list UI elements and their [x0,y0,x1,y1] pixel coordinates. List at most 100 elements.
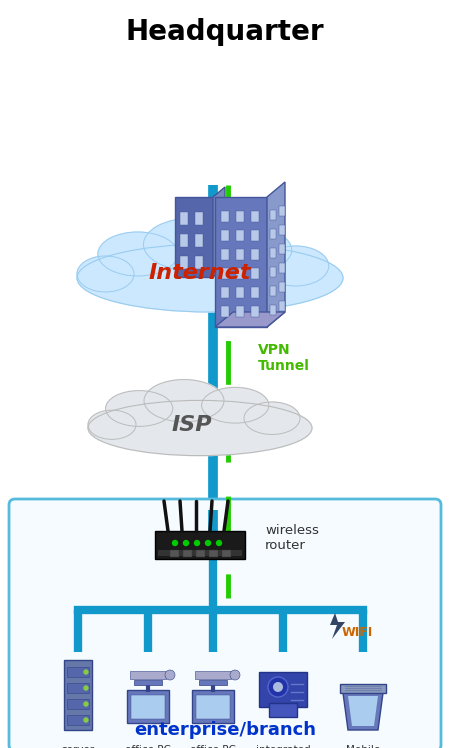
Text: office PC: office PC [190,745,236,748]
Polygon shape [267,182,285,327]
Circle shape [216,541,221,545]
Bar [195,256,203,269]
Bar [170,550,179,557]
FancyBboxPatch shape [9,499,441,748]
Bar [64,660,92,730]
Ellipse shape [106,390,173,426]
Ellipse shape [144,218,238,270]
Bar [221,306,229,317]
Bar [279,282,285,292]
Text: enterprise/branch: enterprise/branch [134,721,316,739]
Bar [251,287,259,298]
Circle shape [194,541,199,545]
Bar [279,263,285,273]
Bar [251,249,259,260]
Bar [251,306,259,317]
Text: server: server [62,745,94,748]
Text: Mobile
PC: Mobile PC [346,745,380,748]
Ellipse shape [88,410,136,439]
Bar [251,230,259,241]
Circle shape [268,677,288,697]
Bar [67,667,89,677]
Bar [279,244,285,254]
Circle shape [84,686,88,690]
Circle shape [84,670,88,674]
Text: ISP: ISP [172,415,212,435]
Text: Internet: Internet [149,263,251,283]
Polygon shape [343,693,383,730]
Bar [236,230,244,241]
Bar [221,211,229,222]
Bar [196,695,230,719]
Bar [236,268,244,279]
Bar [183,550,192,557]
Bar [192,690,234,723]
Bar [251,211,259,222]
Text: VPN
Tunnel: VPN Tunnel [258,343,310,373]
Bar [127,690,169,723]
Bar [221,249,229,260]
Bar [270,248,276,258]
Ellipse shape [202,387,269,423]
Ellipse shape [144,379,224,422]
Bar [270,267,276,277]
Bar [340,684,386,693]
Bar [221,268,229,279]
Ellipse shape [77,244,343,312]
Bar [279,206,285,216]
Text: wireless
router: wireless router [265,524,319,552]
Bar [279,301,285,311]
Circle shape [165,670,175,680]
Ellipse shape [244,402,300,435]
Bar [270,229,276,239]
Bar [195,234,203,247]
Bar [221,230,229,241]
Circle shape [230,670,240,680]
Bar [215,197,267,327]
Circle shape [84,702,88,706]
Circle shape [84,718,88,722]
Polygon shape [215,312,285,327]
Bar [67,699,89,709]
Circle shape [273,682,283,692]
Polygon shape [330,613,345,639]
Ellipse shape [262,246,329,286]
Bar [270,305,276,315]
Bar [251,268,259,279]
Bar [196,550,205,557]
Bar [67,715,89,725]
Bar [158,550,242,556]
Bar [195,212,203,225]
Bar [236,249,244,260]
Bar [131,695,165,719]
Bar [222,550,231,557]
Bar [209,550,218,557]
Bar [67,683,89,693]
Bar [134,680,162,685]
Bar [180,256,188,269]
Polygon shape [348,696,378,726]
Bar [199,680,227,685]
Circle shape [172,541,177,545]
Bar [155,531,245,559]
Bar [236,211,244,222]
Bar [270,286,276,296]
Circle shape [184,541,189,545]
Bar [236,306,244,317]
Bar [236,287,244,298]
Bar [279,225,285,235]
Text: office PC: office PC [125,745,171,748]
Bar [180,234,188,247]
Text: integrated
machine: integrated machine [256,745,310,748]
Text: Headquarter: Headquarter [126,18,324,46]
Polygon shape [213,187,225,277]
Ellipse shape [88,400,312,456]
Bar [180,212,188,225]
Circle shape [206,541,211,545]
Bar [269,703,297,717]
Ellipse shape [77,256,134,292]
Bar [221,287,229,298]
Bar [270,210,276,220]
Bar [259,672,307,707]
Text: WIFI: WIFI [342,625,373,639]
